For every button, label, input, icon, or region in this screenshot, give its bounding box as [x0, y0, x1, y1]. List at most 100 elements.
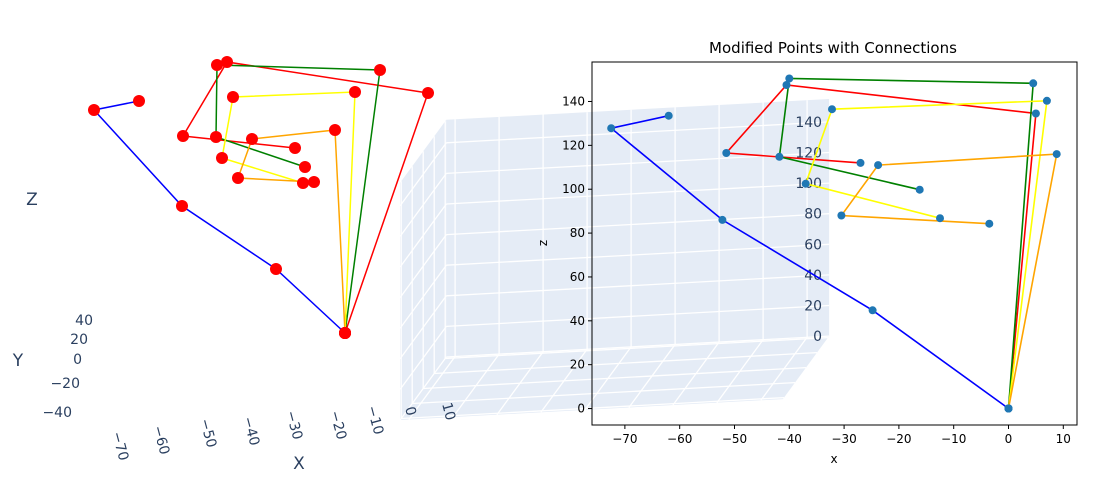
y-tick-label: 60: [570, 270, 585, 284]
data-point-3d[interactable]: [374, 64, 386, 76]
data-point-3d[interactable]: [339, 327, 351, 339]
data-point-3d[interactable]: [270, 263, 282, 275]
data-point-3d[interactable]: [422, 87, 434, 99]
x-tick-label: −40: [777, 432, 802, 446]
data-point: [664, 111, 673, 120]
data-point: [837, 211, 846, 220]
x-tick-label: 10: [438, 401, 458, 422]
grid-line: [445, 336, 829, 360]
y-tick-label: 140: [562, 94, 585, 108]
x-tick-label: −40: [239, 415, 262, 448]
data-point-3d[interactable]: [232, 172, 244, 184]
x-tick-label: −10: [941, 432, 966, 446]
data-point-3d[interactable]: [210, 131, 222, 143]
y-tick-label: 40: [75, 313, 93, 329]
x-tick-label: −50: [722, 432, 747, 446]
connection-line-3d-3: [215, 64, 381, 334]
x-axis-title-3d: X: [293, 454, 305, 474]
data-point-3d[interactable]: [299, 161, 311, 173]
x-tick-label: −30: [831, 432, 856, 446]
x-tick-label: −10: [363, 404, 386, 437]
z-tick-label: 20: [804, 299, 822, 315]
data-point-3d[interactable]: [211, 59, 223, 71]
y-tick-label: 100: [562, 182, 585, 196]
z-tick-label: 60: [804, 237, 822, 253]
x-tick-label: 10: [1056, 432, 1071, 446]
x-tick-label: −70: [612, 432, 637, 446]
grid-line: [434, 351, 818, 375]
data-point-3d[interactable]: [297, 177, 309, 189]
data-point: [828, 105, 836, 114]
x-tick-label: −70: [108, 430, 131, 463]
y-tick-label: 20: [570, 358, 585, 372]
data-point: [868, 306, 877, 315]
x-tick-label: −30: [282, 409, 305, 442]
grid-line: [446, 213, 830, 236]
data-point-3d[interactable]: [88, 104, 100, 116]
data-point-3d[interactable]: [176, 200, 188, 212]
plotly-3d-scene[interactable]: 14012010080604020040200−20−40−70−60−50−4…: [12, 56, 830, 474]
data-point: [801, 179, 810, 188]
y-tick-label: 80: [570, 226, 585, 240]
plot-area-frame: [591, 61, 1078, 426]
data-point: [1031, 109, 1040, 118]
data-point-3d[interactable]: [221, 56, 233, 68]
data-point-3d[interactable]: [177, 130, 189, 142]
connection-line-4: [804, 99, 1048, 409]
grid-line: [446, 335, 830, 358]
grid-line: [423, 366, 807, 390]
z-axis-title-3d: Z: [26, 190, 38, 210]
data-point-3d[interactable]: [308, 176, 320, 188]
data-point: [782, 81, 791, 89]
matplotlib-2d-plot: Modified Points with Connections −70 −60 −…: [536, 39, 1078, 466]
z-tick-label: 0: [813, 329, 822, 345]
x-tick-label: −20: [326, 409, 349, 442]
connection-line-3d-5: [236, 129, 346, 334]
data-point: [874, 161, 883, 170]
data-point-3d[interactable]: [227, 91, 239, 103]
x-tick-label: −20: [886, 432, 911, 446]
y-tick-label: 0: [73, 352, 82, 368]
data-point: [1004, 404, 1013, 413]
grid-line: [446, 304, 830, 328]
y-tick-label: −40: [42, 405, 72, 421]
data-point: [718, 215, 727, 224]
data-point: [1029, 79, 1038, 88]
data-point: [722, 149, 731, 157]
data-point: [785, 74, 794, 83]
data-point: [607, 124, 616, 133]
chart-title: Modified Points with Connections: [709, 39, 957, 57]
data-point: [1042, 96, 1051, 105]
y-tick-label: 40: [570, 314, 585, 328]
data-point-3d[interactable]: [246, 133, 258, 145]
y-tick-label: −20: [50, 376, 80, 392]
x-axis-label: x: [830, 452, 837, 466]
y-tick-label: 0: [577, 402, 585, 416]
data-point: [936, 214, 944, 223]
data-point-3d[interactable]: [329, 124, 341, 136]
data-point-3d[interactable]: [289, 142, 301, 154]
data-point: [1052, 150, 1061, 159]
grid-line: [446, 182, 830, 205]
grid-line: [412, 381, 796, 405]
grid-line: [401, 396, 785, 420]
back-pane: [446, 99, 830, 357]
data-point: [775, 152, 784, 161]
x-tick-label: 0: [401, 405, 419, 418]
x-tick-label: −60: [149, 424, 172, 457]
y-axis-label: z: [536, 240, 550, 246]
y-tick-label: 20: [70, 332, 88, 348]
z-tick-label: 80: [804, 207, 822, 223]
y-axis-title-3d: Y: [12, 351, 24, 371]
x-tick-label: −50: [196, 417, 219, 450]
data-point-3d[interactable]: [349, 86, 361, 98]
y-tick-label: 120: [562, 138, 585, 152]
data-point: [915, 185, 924, 194]
x-tick-label: 0: [1005, 432, 1013, 446]
data-point-3d[interactable]: [133, 95, 145, 107]
x-tick-label: −60: [667, 432, 692, 446]
data-point-3d[interactable]: [216, 152, 228, 164]
grid-line: [446, 274, 830, 297]
data-point: [985, 219, 994, 228]
